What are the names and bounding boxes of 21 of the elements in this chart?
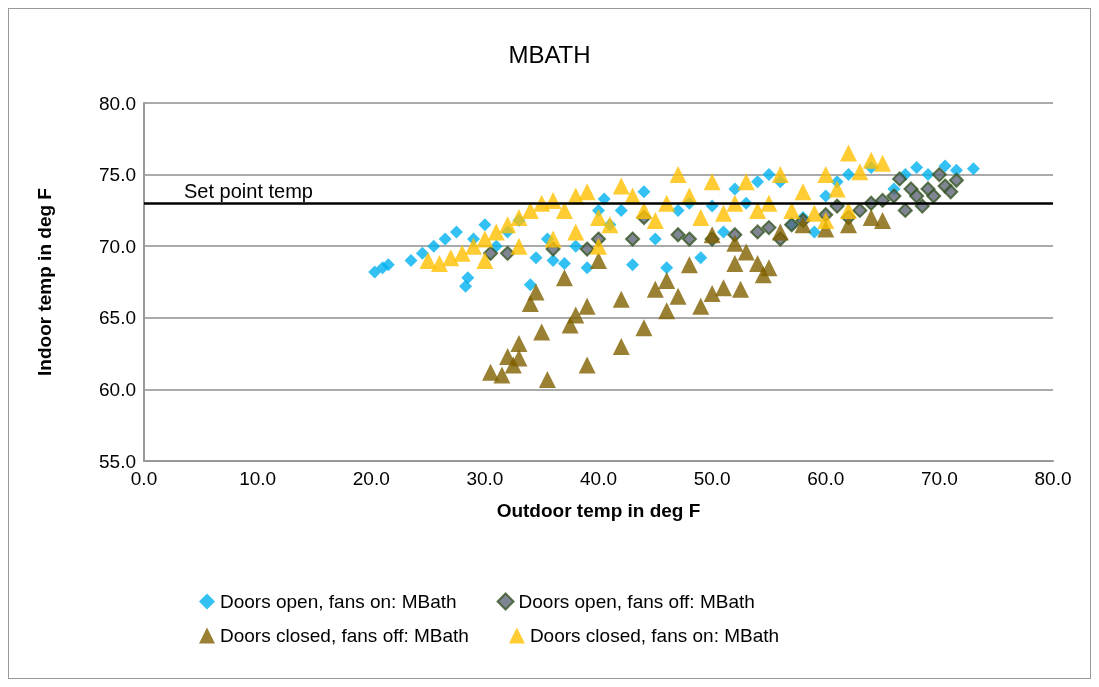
chart-title: MBATH [508,40,591,68]
x-tick-label: 80.0 [1034,468,1072,489]
legend-label: Doors open, fans on: MBath [220,591,457,612]
x-tick-label: 10.0 [239,468,277,489]
x-tick-label: 70.0 [920,468,958,489]
y-axis-title: Indoor temp in deg F [34,188,55,376]
legend-label: Doors closed, fans off: MBath [220,625,469,646]
y-tick-label: 75.0 [99,164,136,186]
y-tick-label: 60.0 [99,378,136,400]
y-tick-label: 80.0 [99,92,136,114]
y-tick-label: 65.0 [99,307,136,329]
y-tick-label: 70.0 [99,235,136,257]
x-axis-title: Outdoor temp in deg F [496,500,701,521]
legend-label: Doors open, fans off: MBath [518,591,755,612]
x-tick-label: 40.0 [580,468,617,489]
x-tick-label: 50.0 [693,468,731,489]
ref-line-label: Set point temp [184,180,313,203]
legend-label: Doors closed, fans on: MBath [529,625,780,646]
x-tick-label: 20.0 [352,468,390,489]
x-tick-label: 60.0 [807,468,845,489]
x-tick-label: 30.0 [466,468,504,489]
